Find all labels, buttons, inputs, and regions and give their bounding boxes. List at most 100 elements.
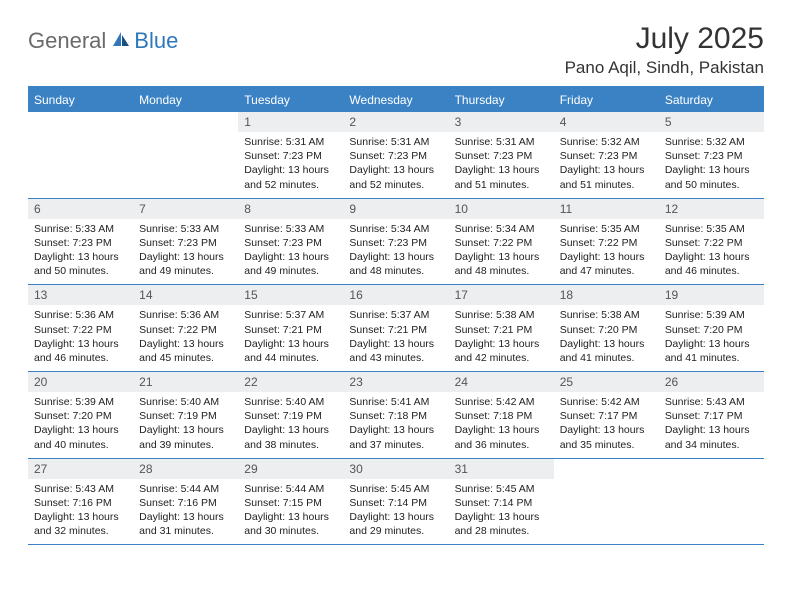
day-cell: 11Sunrise: 5:35 AMSunset: 7:22 PMDayligh…: [554, 199, 659, 285]
daylight-text: Daylight: 13 hours and 52 minutes.: [349, 163, 442, 191]
day-number: 19: [659, 285, 764, 305]
day-cell: 26Sunrise: 5:43 AMSunset: 7:17 PMDayligh…: [659, 372, 764, 458]
day-body: Sunrise: 5:32 AMSunset: 7:23 PMDaylight:…: [554, 132, 659, 198]
daylight-text: Daylight: 13 hours and 42 minutes.: [455, 337, 548, 365]
sunrise-text: Sunrise: 5:45 AM: [455, 482, 548, 496]
sunrise-text: Sunrise: 5:33 AM: [34, 222, 127, 236]
sunrise-text: Sunrise: 5:31 AM: [244, 135, 337, 149]
daylight-text: Daylight: 13 hours and 46 minutes.: [665, 250, 758, 278]
sunset-text: Sunset: 7:16 PM: [139, 496, 232, 510]
daylight-text: Daylight: 13 hours and 29 minutes.: [349, 510, 442, 538]
sunrise-text: Sunrise: 5:35 AM: [560, 222, 653, 236]
day-cell: 19Sunrise: 5:39 AMSunset: 7:20 PMDayligh…: [659, 285, 764, 371]
day-body: Sunrise: 5:39 AMSunset: 7:20 PMDaylight:…: [28, 392, 133, 458]
day-cell: [659, 459, 764, 545]
daylight-text: Daylight: 13 hours and 46 minutes.: [34, 337, 127, 365]
logo-text-general: General: [28, 28, 106, 54]
week-row: 27Sunrise: 5:43 AMSunset: 7:16 PMDayligh…: [28, 459, 764, 546]
sunrise-text: Sunrise: 5:40 AM: [244, 395, 337, 409]
day-body: Sunrise: 5:35 AMSunset: 7:22 PMDaylight:…: [554, 219, 659, 285]
day-cell: 20Sunrise: 5:39 AMSunset: 7:20 PMDayligh…: [28, 372, 133, 458]
location-text: Pano Aqil, Sindh, Pakistan: [565, 58, 764, 78]
day-number: 7: [133, 199, 238, 219]
day-body: Sunrise: 5:42 AMSunset: 7:17 PMDaylight:…: [554, 392, 659, 458]
daylight-text: Daylight: 13 hours and 50 minutes.: [34, 250, 127, 278]
sunrise-text: Sunrise: 5:34 AM: [455, 222, 548, 236]
sunrise-text: Sunrise: 5:43 AM: [665, 395, 758, 409]
daylight-text: Daylight: 13 hours and 50 minutes.: [665, 163, 758, 191]
dow-cell: Sunday: [28, 88, 133, 112]
sunset-text: Sunset: 7:20 PM: [34, 409, 127, 423]
sunrise-text: Sunrise: 5:40 AM: [139, 395, 232, 409]
day-number: 20: [28, 372, 133, 392]
daylight-text: Daylight: 13 hours and 31 minutes.: [139, 510, 232, 538]
day-body: Sunrise: 5:43 AMSunset: 7:16 PMDaylight:…: [28, 479, 133, 545]
sunset-text: Sunset: 7:19 PM: [244, 409, 337, 423]
day-number: 6: [28, 199, 133, 219]
day-cell: 9Sunrise: 5:34 AMSunset: 7:23 PMDaylight…: [343, 199, 448, 285]
sunrise-text: Sunrise: 5:36 AM: [34, 308, 127, 322]
sunset-text: Sunset: 7:18 PM: [455, 409, 548, 423]
sunset-text: Sunset: 7:21 PM: [244, 323, 337, 337]
sunrise-text: Sunrise: 5:42 AM: [560, 395, 653, 409]
daylight-text: Daylight: 13 hours and 28 minutes.: [455, 510, 548, 538]
sunrise-text: Sunrise: 5:32 AM: [560, 135, 653, 149]
day-cell: 25Sunrise: 5:42 AMSunset: 7:17 PMDayligh…: [554, 372, 659, 458]
sunrise-text: Sunrise: 5:34 AM: [349, 222, 442, 236]
sunset-text: Sunset: 7:23 PM: [349, 236, 442, 250]
daylight-text: Daylight: 13 hours and 48 minutes.: [349, 250, 442, 278]
sunset-text: Sunset: 7:23 PM: [139, 236, 232, 250]
day-number: 10: [449, 199, 554, 219]
day-body: Sunrise: 5:45 AMSunset: 7:14 PMDaylight:…: [449, 479, 554, 545]
title-block: July 2025 Pano Aqil, Sindh, Pakistan: [565, 22, 764, 78]
day-cell: 18Sunrise: 5:38 AMSunset: 7:20 PMDayligh…: [554, 285, 659, 371]
daylight-text: Daylight: 13 hours and 51 minutes.: [560, 163, 653, 191]
week-row: 20Sunrise: 5:39 AMSunset: 7:20 PMDayligh…: [28, 372, 764, 459]
day-body: Sunrise: 5:33 AMSunset: 7:23 PMDaylight:…: [28, 219, 133, 285]
sunrise-text: Sunrise: 5:39 AM: [665, 308, 758, 322]
daylight-text: Daylight: 13 hours and 32 minutes.: [34, 510, 127, 538]
day-number: 12: [659, 199, 764, 219]
sunset-text: Sunset: 7:22 PM: [34, 323, 127, 337]
dow-cell: Friday: [554, 88, 659, 112]
sunset-text: Sunset: 7:21 PM: [349, 323, 442, 337]
daylight-text: Daylight: 13 hours and 37 minutes.: [349, 423, 442, 451]
day-body: Sunrise: 5:35 AMSunset: 7:22 PMDaylight:…: [659, 219, 764, 285]
dow-cell: Wednesday: [343, 88, 448, 112]
day-cell: 12Sunrise: 5:35 AMSunset: 7:22 PMDayligh…: [659, 199, 764, 285]
day-cell: 14Sunrise: 5:36 AMSunset: 7:22 PMDayligh…: [133, 285, 238, 371]
day-cell: 29Sunrise: 5:44 AMSunset: 7:15 PMDayligh…: [238, 459, 343, 545]
day-cell: 3Sunrise: 5:31 AMSunset: 7:23 PMDaylight…: [449, 112, 554, 198]
day-cell: [554, 459, 659, 545]
day-body: Sunrise: 5:40 AMSunset: 7:19 PMDaylight:…: [133, 392, 238, 458]
dow-cell: Tuesday: [238, 88, 343, 112]
daylight-text: Daylight: 13 hours and 41 minutes.: [560, 337, 653, 365]
sunset-text: Sunset: 7:23 PM: [34, 236, 127, 250]
day-number: 2: [343, 112, 448, 132]
dow-cell: Thursday: [449, 88, 554, 112]
sunrise-text: Sunrise: 5:44 AM: [139, 482, 232, 496]
dow-cell: Monday: [133, 88, 238, 112]
sunset-text: Sunset: 7:18 PM: [349, 409, 442, 423]
weeks-container: 1Sunrise: 5:31 AMSunset: 7:23 PMDaylight…: [28, 112, 764, 545]
sunrise-text: Sunrise: 5:44 AM: [244, 482, 337, 496]
daylight-text: Daylight: 13 hours and 36 minutes.: [455, 423, 548, 451]
day-cell: [28, 112, 133, 198]
day-cell: 24Sunrise: 5:42 AMSunset: 7:18 PMDayligh…: [449, 372, 554, 458]
day-number: 14: [133, 285, 238, 305]
sunset-text: Sunset: 7:23 PM: [455, 149, 548, 163]
day-cell: 27Sunrise: 5:43 AMSunset: 7:16 PMDayligh…: [28, 459, 133, 545]
day-body: Sunrise: 5:38 AMSunset: 7:21 PMDaylight:…: [449, 305, 554, 371]
day-number: 5: [659, 112, 764, 132]
daylight-text: Daylight: 13 hours and 51 minutes.: [455, 163, 548, 191]
week-row: 13Sunrise: 5:36 AMSunset: 7:22 PMDayligh…: [28, 285, 764, 372]
sunrise-text: Sunrise: 5:33 AM: [244, 222, 337, 236]
sunset-text: Sunset: 7:21 PM: [455, 323, 548, 337]
daylight-text: Daylight: 13 hours and 49 minutes.: [139, 250, 232, 278]
day-body: Sunrise: 5:45 AMSunset: 7:14 PMDaylight:…: [343, 479, 448, 545]
day-number: 4: [554, 112, 659, 132]
day-cell: 21Sunrise: 5:40 AMSunset: 7:19 PMDayligh…: [133, 372, 238, 458]
day-body: Sunrise: 5:33 AMSunset: 7:23 PMDaylight:…: [133, 219, 238, 285]
daylight-text: Daylight: 13 hours and 45 minutes.: [139, 337, 232, 365]
day-body: Sunrise: 5:41 AMSunset: 7:18 PMDaylight:…: [343, 392, 448, 458]
